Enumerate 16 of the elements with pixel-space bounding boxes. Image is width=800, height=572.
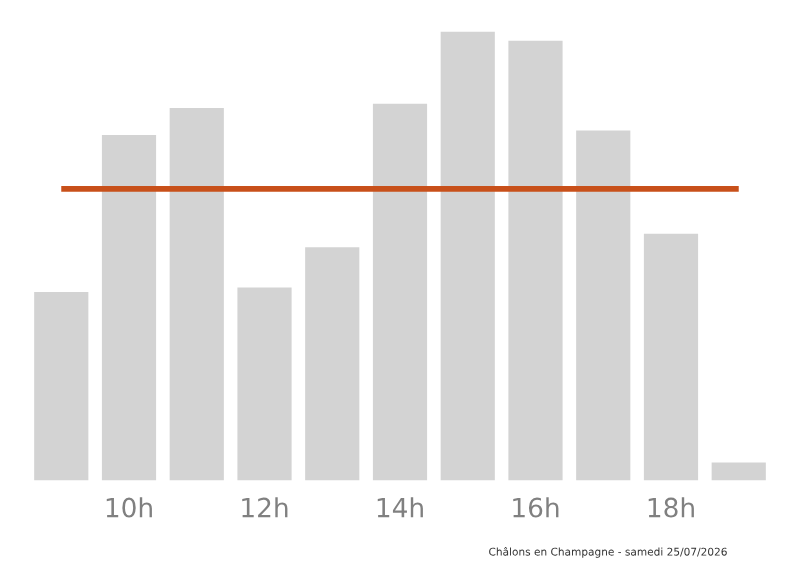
bar	[508, 40, 563, 481]
bar	[576, 130, 631, 481]
bar	[237, 287, 292, 481]
bar	[169, 108, 224, 481]
x-tick-label: 16h	[513, 497, 559, 518]
bar	[101, 135, 157, 481]
bar	[711, 462, 766, 481]
bar	[34, 292, 89, 481]
x-tick-label: 14h	[377, 497, 423, 518]
bar	[305, 247, 360, 481]
x-tick-label: 10h	[106, 497, 152, 518]
bar	[372, 103, 428, 481]
x-tick-label: 18h	[648, 497, 694, 518]
bar	[643, 233, 699, 481]
bar	[440, 31, 495, 481]
x-tick-label: 12h	[242, 497, 288, 518]
